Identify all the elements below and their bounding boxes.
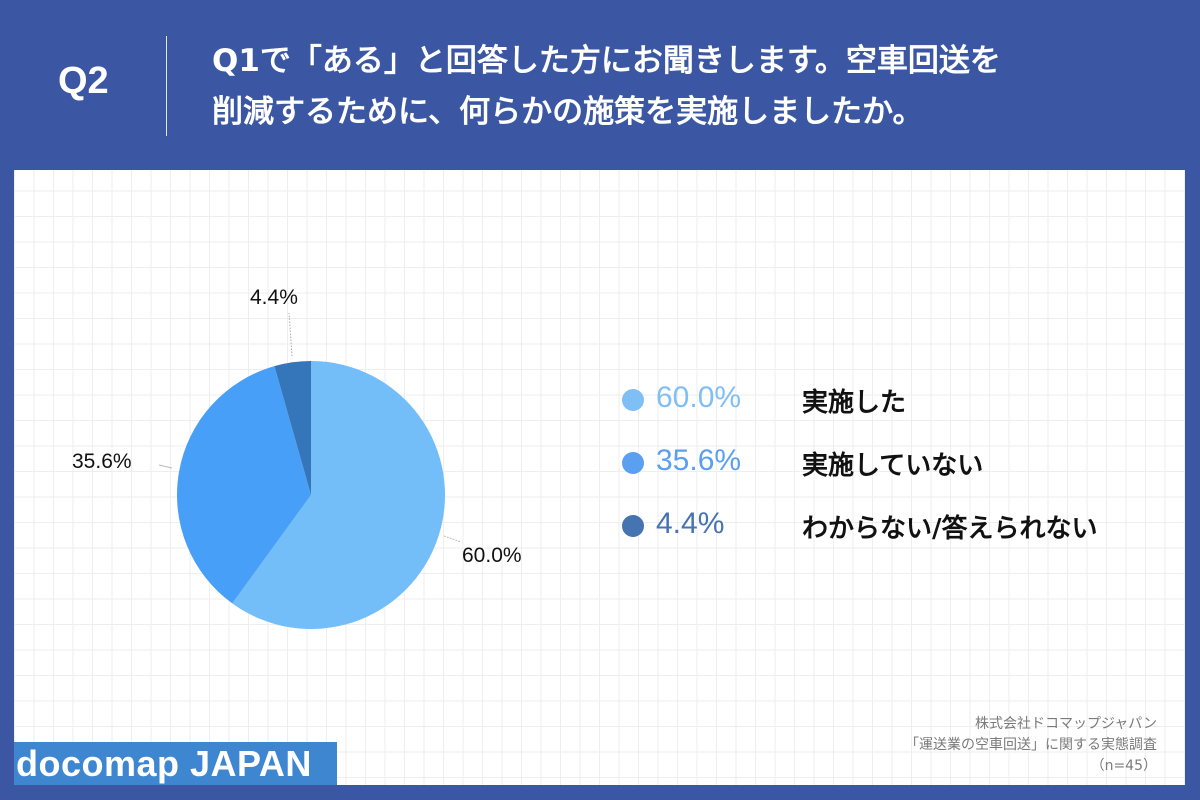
pie-label-did-not: 35.6% <box>72 450 132 473</box>
header-divider <box>166 36 167 136</box>
credit-company: 株式会社ドコマップジャパン <box>975 716 1157 732</box>
pie-chart: 60.0% 35.6% 4.4% <box>14 170 614 785</box>
legend-label: 実施した <box>802 388 907 418</box>
question-number: Q2 <box>58 60 109 102</box>
pie-label-unknown: 4.4% <box>250 286 298 309</box>
legend-dot-icon <box>622 389 644 411</box>
pie-svg <box>158 312 462 629</box>
question-line-1: Q1で「ある」と回答した方にお聞きします。空車回送を <box>212 43 1001 79</box>
docomap-logo: docomap JAPAN <box>14 742 337 785</box>
legend-pct: 4.4% <box>656 507 725 540</box>
legend-pct: 35.6% <box>656 444 742 477</box>
leader-line-unknown <box>288 312 293 357</box>
pie-label-did: 60.0% <box>462 544 522 567</box>
pie-slice-did <box>232 361 445 629</box>
leader-line-did-not <box>158 464 173 469</box>
pie-slice-did-not <box>176 366 311 604</box>
leader-line-did <box>443 535 462 543</box>
legend-dot-icon <box>622 452 644 474</box>
question-text: Q1で「ある」と回答した方にお聞きします。空車回送を 削減するために、何らかの施… <box>212 36 1172 138</box>
survey-credit: 株式会社ドコマップジャパン 「運送業の空車回送」に関する実態調査 （n=45） <box>905 714 1157 777</box>
legend-label: 実施していない <box>802 451 984 481</box>
credit-survey-title: 「運送業の空車回送」に関する実態調査 <box>905 737 1157 753</box>
legend-dot-icon <box>622 515 644 537</box>
header: Q2 Q1で「ある」と回答した方にお聞きします。空車回送を 削減するために、何ら… <box>0 0 1200 170</box>
chart-panel: 60.0% 35.6% 4.4% 60.0% 実施した 35.6% 実施していな… <box>14 170 1185 785</box>
legend-pct: 60.0% <box>656 381 742 414</box>
pie-slice-unknown <box>274 361 311 495</box>
credit-sample-size: （n=45） <box>1090 758 1157 774</box>
legend-label: わからない/答えられない <box>802 514 1098 544</box>
question-line-2: 削減するために、何らかの施策を実施しましたか。 <box>212 94 924 130</box>
